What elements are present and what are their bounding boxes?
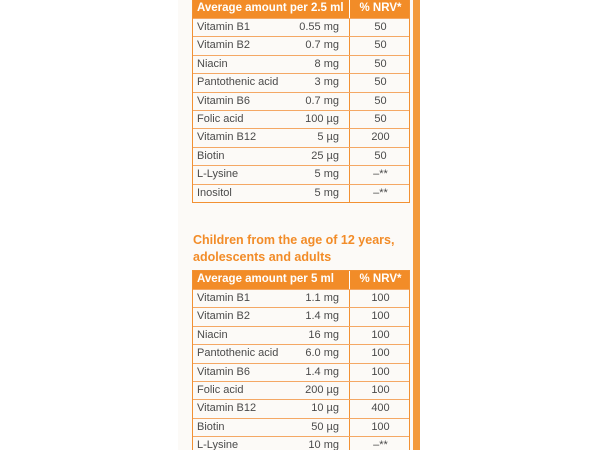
table-cell: 100 [349, 326, 411, 345]
table-cell: 50 [349, 55, 411, 74]
table-cell: 100 [349, 418, 411, 437]
table-cell: 1.1 mg [305, 292, 339, 304]
label-panel [178, 0, 420, 450]
table-header: Average amount per 2.5 ml % NRV* [193, 0, 409, 18]
table-cell: Vitamin B6 [197, 94, 250, 107]
table-cell: 50 [349, 110, 411, 129]
table-cell: Inositol [197, 186, 232, 199]
table-row: Folic acid 100 µg 50 [193, 109, 411, 129]
table-row: L-Lysine 5 mg –** [193, 165, 411, 184]
table-cell: Vitamin B12 [197, 131, 257, 144]
table-cell: Folic acid [197, 112, 244, 125]
table-cell: 50 [349, 37, 411, 55]
table-cell: 10 µg [311, 402, 339, 415]
table-cell: 50 [349, 74, 411, 92]
nutrition-table: Average amount per 5 ml % NRV* Vitamin B1 1… [192, 270, 410, 450]
table-cell: Niacin [197, 328, 228, 341]
table-cell: 5 mg [314, 186, 339, 199]
table-cell: Niacin [197, 57, 228, 70]
table-row: Vitamin B1 1.1 mg 100 [193, 289, 411, 308]
header-cell: Average amount per 2.5 ml [197, 2, 344, 14]
table-cell: Vitamin B1 [197, 292, 250, 304]
table-cell: 50 [349, 147, 411, 166]
table-row: L-Lysine 10 mg –** [193, 436, 409, 450]
table-cell: 200 [349, 129, 411, 147]
table-row: Pantothenic acid 3 mg 50 [193, 73, 411, 92]
table-cell: 0.7 mg [305, 39, 339, 52]
table-cell: 5 µg [317, 131, 339, 144]
table-row: Vitamin B2 0.7 mg 50 [193, 36, 411, 55]
table-cell: 0.7 mg [305, 94, 339, 107]
table-row: Vitamin B6 0.7 mg 50 [193, 91, 411, 110]
table-cell: 16 mg [308, 328, 339, 341]
table-cell: 50 [349, 92, 411, 110]
table-cell: –** [349, 437, 411, 450]
table-cell: Vitamin B1 [197, 21, 250, 33]
table-cell: 100 [349, 308, 411, 326]
table-cell: Folic acid [197, 383, 244, 396]
table-cell: Biotin [197, 420, 225, 433]
nutrition-table: Average amount per 2.5 ml% NRV* Vitamin B… [192, 0, 410, 203]
table-cell: 100 [349, 381, 411, 400]
header-cell: Average amount per 5 ml [197, 273, 334, 285]
table-row: Vitamin B1 0.55 mg 50 [193, 18, 411, 37]
table-row: Vitamin B12 5 µg 200 [193, 128, 411, 147]
table-cell: –** [349, 166, 411, 184]
table-cell: 400 [349, 400, 411, 418]
table-row: Biotin 25 µg 50 [193, 146, 411, 166]
header-cell: % NRV* [349, 271, 411, 289]
table-cell: 1.4 mg [305, 365, 339, 378]
table-row: Niacin 16 mg 100 [193, 325, 411, 345]
table-cell: L-Lysine [197, 439, 239, 450]
table-row: Vitamin B12 10 µg 400 [193, 399, 411, 418]
table-cell: 100 [349, 363, 411, 381]
table-cell: Vitamin B12 [197, 402, 257, 415]
table-cell: –** [349, 184, 411, 202]
table-cell: L-Lysine [197, 168, 239, 181]
table-cell: Vitamin B6 [197, 365, 250, 378]
table-cell: 100 [349, 290, 411, 308]
table-cell: Vitamin B2 [197, 39, 250, 52]
table-cell: 200 µg [305, 383, 339, 396]
heading-line: adolescents and adults [193, 250, 332, 264]
table-row: Niacin 8 mg 50 [193, 54, 411, 74]
table-cell: 100 µg [305, 112, 339, 125]
table-cell: Pantothenic acid [197, 76, 279, 89]
table-cell: 3 mg [314, 76, 339, 89]
table-cell: 50 µg [311, 420, 339, 433]
header-cell: % NRV* [349, 0, 411, 18]
table-row: Vitamin B6 1.4 mg 100 [193, 362, 411, 381]
table-cell: 5 mg [314, 168, 339, 181]
table-row: Pantothenic acid 6.0 mg 100 [193, 344, 411, 363]
heading-line: Children from the age of 12 years, [193, 233, 395, 247]
table-row: Inositol 5 mg –** [193, 183, 411, 202]
orange-edge [413, 0, 420, 450]
table-cell: Biotin [197, 149, 225, 162]
table-row: Folic acid 200 µg 100 [193, 380, 411, 400]
table-cell: 100 [349, 345, 411, 363]
table-row: Vitamin B2 1.4 mg 100 [193, 307, 411, 326]
table-row: Biotin 50 µg 100 [193, 417, 411, 437]
table-cell: 10 mg [308, 439, 339, 450]
table-cell: 50 [349, 19, 411, 37]
section-heading: Children from the age of 12 years, adole… [193, 232, 413, 266]
table-cell: 1.4 mg [305, 310, 339, 323]
table-cell: 25 µg [311, 149, 339, 162]
table-cell: 0.55 mg [299, 21, 339, 33]
table-cell: Vitamin B2 [197, 310, 250, 323]
table-header: Average amount per 5 ml % NRV* [193, 271, 409, 289]
table-cell: Pantothenic acid [197, 347, 279, 360]
table-cell: 6.0 mg [305, 347, 339, 360]
table-cell: 8 mg [314, 57, 339, 70]
